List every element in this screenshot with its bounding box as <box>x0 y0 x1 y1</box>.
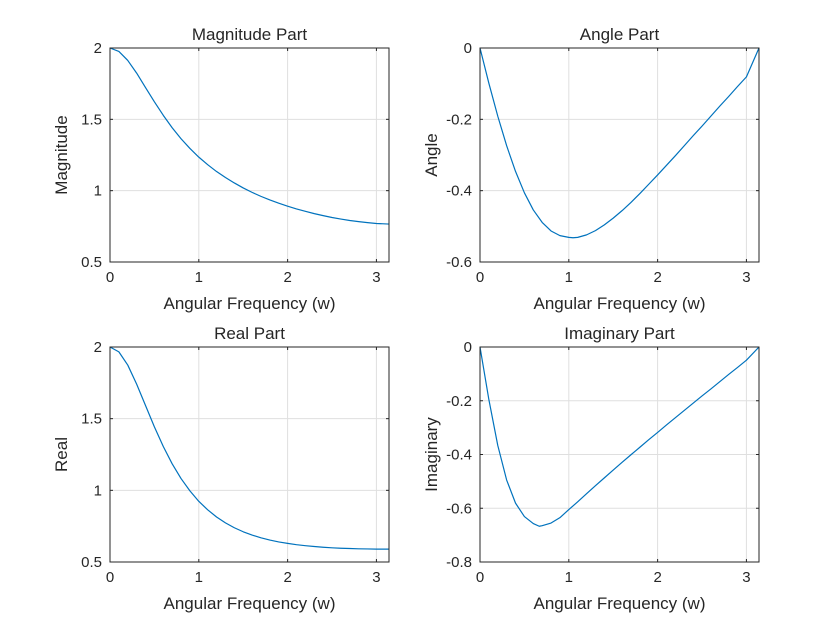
magnitude-x-tick-label: 0 <box>106 269 114 286</box>
imaginary-x-axis-label: Angular Frequency (w) <box>534 594 706 613</box>
magnitude-title: Magnitude Part <box>192 25 308 44</box>
magnitude-subplot: 0 1 2 3 0.5 1 1.5 2 Magnitude Part Angular Freque… <box>52 25 390 313</box>
imaginary-y-tick-label: 0 <box>464 339 472 356</box>
angle-plot-area <box>480 48 759 262</box>
imaginary-title: Imaginary Part <box>564 324 675 343</box>
real-series-line <box>109 346 389 550</box>
angle-title: Angle Part <box>580 25 660 44</box>
angle-y-tick-label: -0.6 <box>446 254 472 271</box>
imaginary-y-tick-label: -0.2 <box>446 393 472 410</box>
imaginary-y-tick-label: -0.6 <box>446 500 472 517</box>
angle-series-line <box>479 47 760 239</box>
magnitude-series-line <box>109 47 390 225</box>
real-y-tick-label: 1.5 <box>81 411 102 428</box>
imaginary-x-tick-label: 3 <box>742 569 750 586</box>
real-axes-box <box>109 346 390 563</box>
magnitude-y-tick-label: 1.5 <box>81 111 102 128</box>
magnitude-x-axis-label: Angular Frequency (w) <box>164 294 336 313</box>
magnitude-x-tick-label: 2 <box>283 269 291 286</box>
magnitude-plot-area <box>110 48 389 262</box>
real-y-tick-label: 1 <box>94 482 102 499</box>
imaginary-y-axis-label: Imaginary <box>422 417 441 492</box>
magnitude-axes-box <box>109 47 390 263</box>
real-x-tick-label: 2 <box>283 569 291 586</box>
angle-x-tick-label: 0 <box>476 269 484 286</box>
imaginary-y-tick-label: -0.4 <box>446 447 472 464</box>
angle-y-tick-label: -0.2 <box>446 111 472 128</box>
real-y-tick-label: 0.5 <box>81 554 102 571</box>
imaginary-x-tick-label: 2 <box>653 569 661 586</box>
imaginary-series-line <box>479 346 760 527</box>
imaginary-y-tick-label: -0.8 <box>446 554 472 571</box>
real-x-tick-label: 1 <box>195 569 203 586</box>
real-subplot: 0 1 2 3 0.5 1 1.5 2 Real Part Angular Frequency (… <box>52 324 390 613</box>
angle-y-tick-label: -0.4 <box>446 183 472 200</box>
magnitude-y-axis-label: Magnitude <box>52 115 71 194</box>
magnitude-y-tick-label: 2 <box>94 40 102 57</box>
angle-x-axis-label: Angular Frequency (w) <box>534 294 706 313</box>
magnitude-x-tick-label: 3 <box>372 269 380 286</box>
real-x-tick-label: 3 <box>372 569 380 586</box>
magnitude-y-tick-label: 1 <box>94 183 102 200</box>
real-title: Real Part <box>214 324 285 343</box>
imaginary-x-tick-label: 0 <box>476 569 484 586</box>
angle-x-tick-label: 1 <box>565 269 573 286</box>
angle-subplot: 0 1 2 3 -0.6 -0.4 -0.2 0 Angle Part Angular Frequ… <box>422 25 760 313</box>
real-plot-area <box>110 347 389 562</box>
angle-x-tick-label: 3 <box>742 269 750 286</box>
real-x-tick-label: 0 <box>106 569 114 586</box>
magnitude-x-tick-label: 1 <box>195 269 203 286</box>
real-y-tick-label: 2 <box>94 339 102 356</box>
angle-x-tick-label: 2 <box>653 269 661 286</box>
imaginary-x-tick-label: 1 <box>565 569 573 586</box>
real-x-axis-label: Angular Frequency (w) <box>164 594 336 613</box>
imaginary-subplot: 0 1 2 3 -0.8 -0.6 -0.4 -0.2 0 Imaginary Part Angul… <box>422 324 760 613</box>
angle-y-tick-label: 0 <box>464 40 472 57</box>
angle-y-axis-label: Angle <box>422 133 441 176</box>
magnitude-y-tick-label: 0.5 <box>81 254 102 271</box>
real-y-axis-label: Real <box>52 437 71 472</box>
angle-axes-box <box>479 47 760 263</box>
